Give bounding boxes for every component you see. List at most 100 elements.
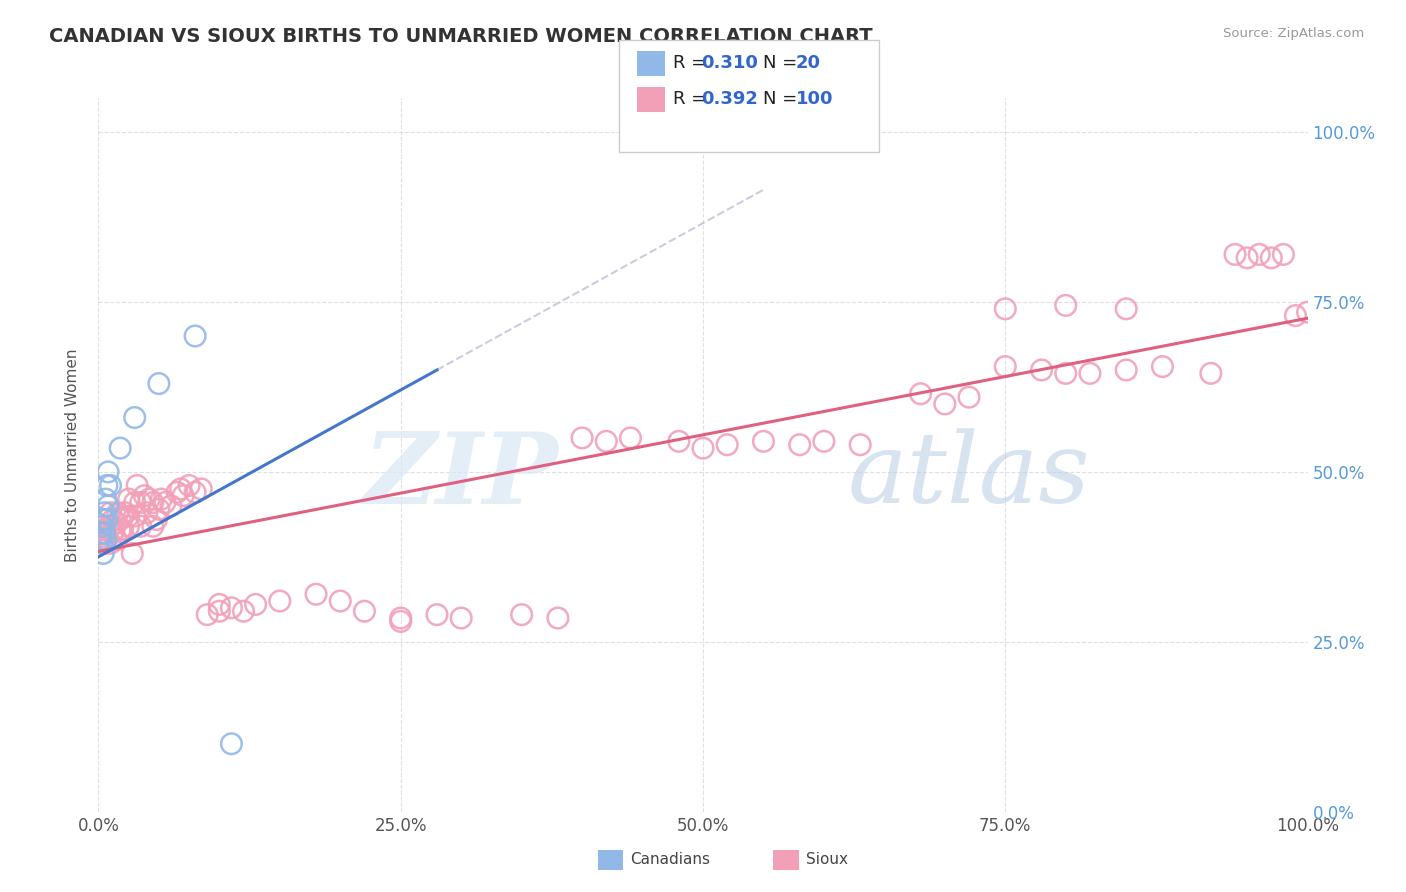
- Point: [232, 604, 254, 618]
- Point: [89, 533, 111, 547]
- Point: [910, 386, 932, 401]
- Point: [190, 482, 212, 496]
- Point: [169, 482, 191, 496]
- Text: Source: ZipAtlas.com: Source: ZipAtlas.com: [1223, 27, 1364, 40]
- Text: N =: N =: [763, 54, 803, 72]
- Point: [957, 390, 980, 404]
- Point: [1272, 247, 1295, 261]
- Point: [124, 495, 146, 509]
- Point: [195, 607, 218, 622]
- Text: R =: R =: [673, 54, 713, 72]
- Point: [1054, 367, 1077, 381]
- Point: [813, 434, 835, 449]
- Point: [100, 536, 122, 550]
- Point: [108, 523, 131, 537]
- Point: [91, 519, 114, 533]
- Point: [91, 519, 114, 533]
- Point: [148, 502, 170, 516]
- Point: [692, 441, 714, 455]
- Point: [1249, 247, 1271, 261]
- Point: [138, 492, 160, 507]
- Text: 20: 20: [796, 54, 821, 72]
- Point: [145, 512, 167, 526]
- Point: [245, 598, 267, 612]
- Point: [97, 499, 120, 513]
- Point: [142, 495, 165, 509]
- Point: [510, 607, 533, 622]
- Point: [619, 431, 641, 445]
- Point: [148, 376, 170, 391]
- Point: [108, 441, 131, 455]
- Point: [1115, 301, 1137, 316]
- Point: [100, 506, 122, 520]
- Text: 100: 100: [796, 90, 834, 108]
- Point: [1284, 309, 1306, 323]
- Point: [595, 434, 617, 449]
- Point: [166, 485, 188, 500]
- Point: [172, 489, 194, 503]
- Point: [91, 533, 114, 547]
- Point: [329, 594, 352, 608]
- Point: [135, 506, 157, 520]
- Point: [93, 526, 115, 541]
- Point: [91, 523, 114, 537]
- Point: [103, 523, 125, 537]
- Point: [96, 478, 118, 492]
- Point: [716, 438, 738, 452]
- Point: [91, 536, 114, 550]
- Point: [108, 512, 131, 526]
- Y-axis label: Births to Unmarried Women: Births to Unmarried Women: [65, 348, 80, 562]
- Point: [91, 536, 114, 550]
- Point: [90, 526, 112, 541]
- Point: [97, 465, 120, 479]
- Text: ZIP: ZIP: [363, 428, 558, 524]
- Point: [101, 512, 124, 526]
- Point: [389, 615, 412, 629]
- Point: [118, 492, 141, 507]
- Point: [100, 519, 122, 533]
- Point: [105, 533, 128, 547]
- Point: [269, 594, 291, 608]
- Point: [93, 506, 115, 520]
- Point: [994, 301, 1017, 316]
- Point: [124, 509, 146, 524]
- Point: [934, 397, 956, 411]
- Point: [101, 526, 124, 541]
- Point: [111, 523, 134, 537]
- Text: N =: N =: [763, 90, 803, 108]
- Point: [134, 489, 156, 503]
- Point: [91, 546, 114, 560]
- Point: [353, 604, 375, 618]
- Point: [208, 598, 231, 612]
- Point: [1296, 305, 1319, 319]
- Point: [184, 485, 207, 500]
- Point: [160, 499, 183, 513]
- Point: [752, 434, 775, 449]
- Point: [111, 509, 134, 524]
- Point: [305, 587, 328, 601]
- Point: [1078, 367, 1101, 381]
- Text: 0.392: 0.392: [702, 90, 758, 108]
- Point: [129, 495, 152, 509]
- Point: [1152, 359, 1174, 374]
- Point: [1236, 251, 1258, 265]
- Point: [179, 478, 201, 492]
- Point: [100, 478, 122, 492]
- Point: [150, 492, 173, 507]
- Point: [127, 478, 149, 492]
- Point: [184, 329, 207, 343]
- Point: [547, 611, 569, 625]
- Point: [571, 431, 593, 445]
- Point: [90, 529, 112, 543]
- Point: [668, 434, 690, 449]
- Point: [94, 523, 117, 537]
- Point: [91, 512, 114, 526]
- Point: [93, 536, 115, 550]
- Point: [849, 438, 872, 452]
- Point: [124, 410, 146, 425]
- Point: [389, 611, 412, 625]
- Point: [91, 526, 114, 541]
- Point: [93, 512, 115, 526]
- Point: [426, 607, 449, 622]
- Point: [1054, 298, 1077, 312]
